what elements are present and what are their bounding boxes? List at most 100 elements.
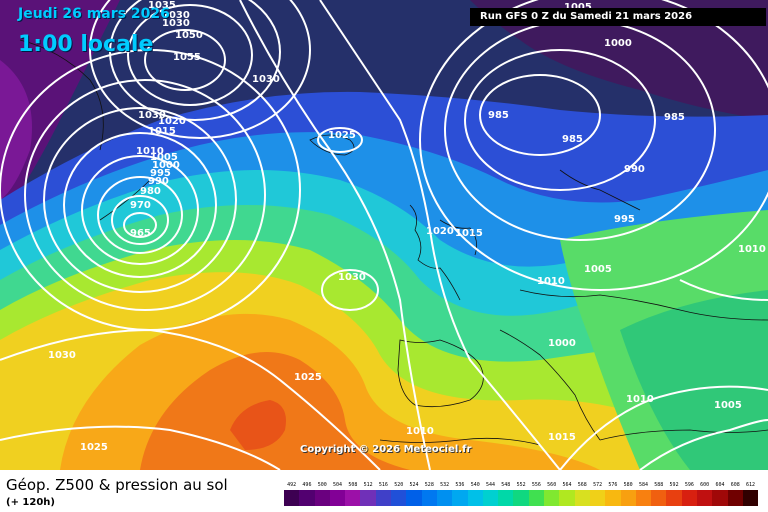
scale-cell bbox=[605, 490, 621, 506]
isobar-label: 1005 bbox=[714, 400, 742, 411]
scale-label: 532 bbox=[440, 482, 450, 488]
isobar-label: 1010 bbox=[136, 146, 164, 157]
isobar-label: 995 bbox=[150, 168, 171, 179]
isobar-labels: 1035 1030 1030 1050 1055 1030 1030 1020 … bbox=[48, 0, 766, 453]
isobar-label: 1030 bbox=[162, 10, 190, 21]
scale-label: 556 bbox=[531, 482, 541, 488]
isobar-label: 1030 bbox=[252, 74, 280, 85]
scale-label: 612 bbox=[746, 482, 756, 488]
scale-cell bbox=[513, 490, 529, 506]
color-scale: 492 496 500 504 508 512 516 520 524 528 532 536 540 5… bbox=[284, 480, 759, 508]
warm-core bbox=[230, 400, 286, 450]
scale-cell bbox=[345, 490, 361, 506]
scale-cell bbox=[620, 490, 636, 506]
scale-cell bbox=[391, 490, 407, 506]
low-geop-area-north bbox=[470, 0, 768, 120]
isobar-label: 1020 bbox=[158, 116, 186, 127]
band-green-east-deep bbox=[620, 290, 768, 470]
isobar-label: 1035 bbox=[148, 0, 176, 11]
scale-label: 548 bbox=[501, 482, 511, 488]
isobar-label: 1030 bbox=[48, 350, 76, 361]
isobar-label: 1050 bbox=[175, 30, 203, 41]
coastlines bbox=[19, 39, 768, 446]
scale-cell bbox=[452, 490, 468, 506]
scale-label: 496 bbox=[302, 482, 312, 488]
color-scale-labels: 492 496 500 504 508 512 516 520 524 528 532 536 540 5… bbox=[284, 480, 758, 490]
low-geop-core-west bbox=[0, 60, 32, 200]
isobar-label: 990 bbox=[624, 164, 645, 175]
scale-label: 584 bbox=[638, 482, 648, 488]
scale-cell bbox=[375, 490, 392, 506]
scale-cell bbox=[635, 490, 652, 506]
isobar-label: 1030 bbox=[338, 272, 366, 283]
scale-label: 536 bbox=[455, 482, 465, 488]
scale-cell bbox=[589, 490, 606, 506]
isobar-label: 1005 bbox=[584, 264, 612, 275]
scale-label: 604 bbox=[715, 482, 725, 488]
scale-cell bbox=[360, 490, 376, 506]
scale-label: 540 bbox=[470, 482, 480, 488]
scale-label: 572 bbox=[593, 482, 603, 488]
scale-label: 588 bbox=[654, 482, 664, 488]
scale-label: 524 bbox=[409, 482, 419, 488]
isobar-label: 1010 bbox=[537, 276, 565, 287]
isobar-label: 995 bbox=[614, 214, 635, 225]
isobar-label: 1025 bbox=[80, 442, 108, 453]
scale-cell bbox=[314, 490, 330, 506]
scale-cell bbox=[329, 490, 346, 506]
scale-label: 560 bbox=[547, 482, 557, 488]
scale-cell bbox=[299, 490, 315, 506]
scale-label: 600 bbox=[700, 482, 710, 488]
scale-label: 520 bbox=[394, 482, 404, 488]
isobars bbox=[0, 0, 768, 470]
map-svg: 1035 1030 1030 1050 1055 1030 1030 1020 … bbox=[0, 0, 768, 470]
scale-label: 544 bbox=[485, 482, 496, 488]
scale-cell bbox=[712, 490, 728, 506]
scale-label: 596 bbox=[684, 482, 694, 488]
scale-cell bbox=[421, 490, 437, 506]
isobar-label: 985 bbox=[664, 112, 685, 123]
isobar-label: 1015 bbox=[455, 228, 483, 239]
scale-cell bbox=[559, 490, 575, 506]
scale-cell bbox=[666, 490, 682, 506]
scale-cell bbox=[528, 490, 545, 506]
scale-label: 500 bbox=[317, 482, 327, 488]
scale-label: 512 bbox=[363, 482, 373, 488]
scale-label: 580 bbox=[623, 482, 633, 488]
scale-cell bbox=[697, 490, 713, 506]
isobar-label: 1010 bbox=[738, 244, 766, 255]
scale-label: 528 bbox=[424, 482, 434, 488]
scale-cell bbox=[727, 490, 743, 506]
scale-label: 492 bbox=[287, 482, 297, 488]
isobar-label: 1000 bbox=[152, 160, 180, 171]
copyright-text: Copyright © 2026 Meteociel.fr bbox=[300, 444, 472, 455]
scale-cell bbox=[574, 490, 590, 506]
isobar-label: 1005 bbox=[564, 2, 592, 13]
scale-label: 504 bbox=[333, 482, 343, 488]
scale-label: 592 bbox=[669, 482, 679, 488]
forecast-hour: 1:00 locale bbox=[18, 32, 154, 57]
isobar-label: 985 bbox=[488, 110, 509, 121]
isobar-label: 990 bbox=[148, 176, 169, 187]
isobar-label: 1000 bbox=[604, 38, 632, 49]
isobar-label: 970 bbox=[130, 200, 151, 211]
legend-footer: Géop. Z500 & pression au sol (+ 120h) 49… bbox=[0, 470, 768, 512]
run-info: Run GFS 0 Z du Samedi 21 mars 2026 bbox=[470, 8, 766, 26]
scale-label: 564 bbox=[562, 482, 572, 488]
legend-lead-time: (+ 120h) bbox=[6, 497, 55, 508]
isobar-label: 1030 bbox=[138, 110, 166, 121]
scale-label: 516 bbox=[378, 482, 388, 488]
isobar-label: 1005 bbox=[150, 152, 178, 163]
scale-label: 608 bbox=[730, 482, 740, 488]
scale-cell bbox=[681, 490, 698, 506]
scale-label: 508 bbox=[348, 482, 358, 488]
isobar-label: 985 bbox=[562, 134, 583, 145]
scale-cell bbox=[467, 490, 483, 506]
scale-cell bbox=[742, 490, 759, 506]
isobar-label: 965 bbox=[130, 228, 151, 239]
isobar-label: 1015 bbox=[148, 126, 176, 137]
scale-cell bbox=[498, 490, 514, 506]
isobar-label: 980 bbox=[140, 186, 161, 197]
color-scale-cells bbox=[284, 490, 759, 506]
